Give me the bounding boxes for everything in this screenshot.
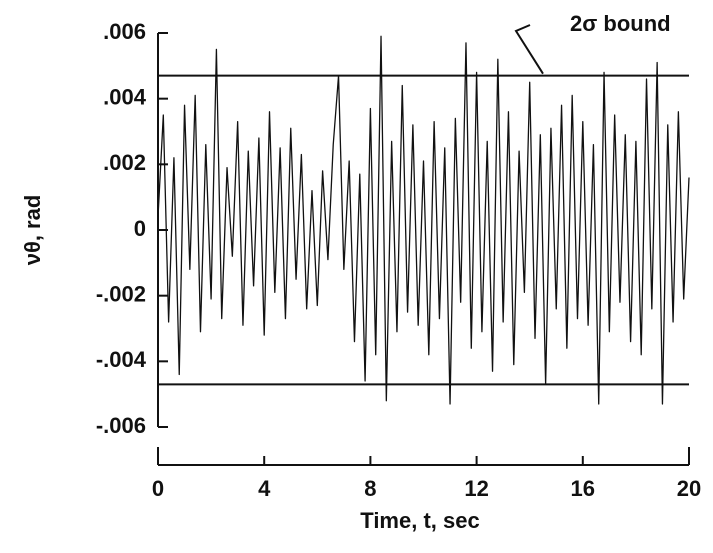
y-tick-label: -.002 [96,281,146,306]
y-tick-label: -.004 [96,347,147,372]
y-tick-label: .006 [103,19,146,44]
x-tick-label: 12 [464,476,488,501]
x-axis-label: Time, t, sec [360,508,479,533]
y-tick-label: -.006 [96,413,146,438]
x-tick-label: 20 [677,476,701,501]
y-tick-label: .002 [103,150,146,175]
annotation-leader [514,24,544,75]
annotation: 2σ bound [570,11,671,36]
x-tick-label: 16 [571,476,595,501]
y-tick-label: 0 [134,216,146,241]
y-tick-label: .004 [103,84,147,109]
x-tick-label: 0 [152,476,164,501]
x-tick-label: 4 [258,476,271,501]
y-axis-label: νθ, rad [20,195,45,266]
x-tick-label: 8 [364,476,376,501]
signal-line [157,35,690,405]
